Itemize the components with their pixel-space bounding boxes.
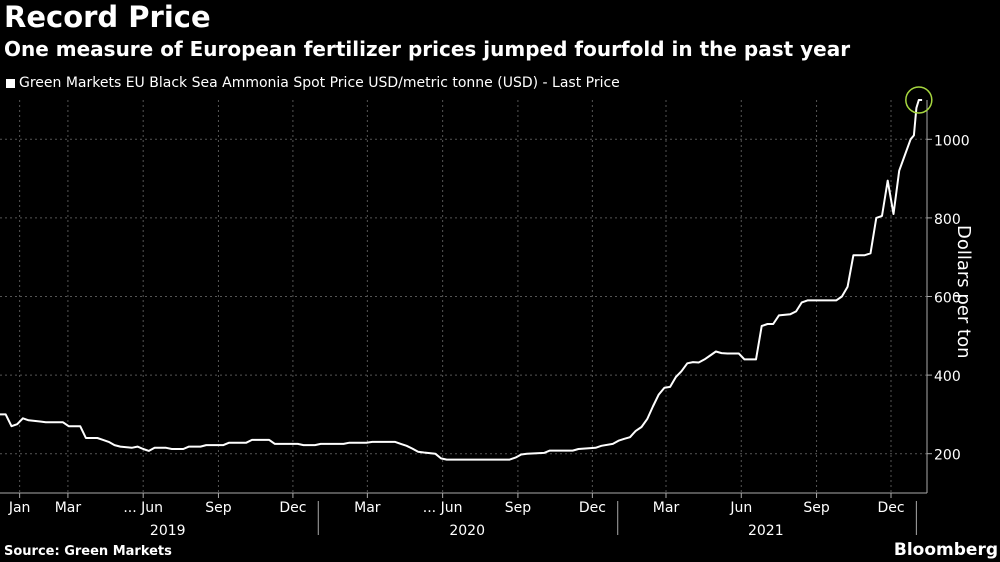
y-axis-label: Dollars per ton (953, 225, 974, 359)
x-tick-label: Sep (803, 500, 830, 516)
y-tick-label: 400 (934, 369, 961, 385)
x-tick-label: Jun (729, 500, 752, 516)
x-year-label: 2019 (150, 523, 186, 539)
x-tick-label: ... Jun (123, 500, 163, 516)
chart-legend: Green Markets EU Black Sea Ammonia Spot … (6, 75, 620, 91)
y-tick-label: 600 (934, 291, 961, 307)
x-tick-label: ... Jun (423, 500, 463, 516)
x-year-label: 2020 (449, 523, 485, 539)
x-tick-label: Jan (8, 500, 31, 516)
x-year-label: 2021 (748, 523, 784, 539)
legend-swatch (6, 78, 15, 88)
x-tick-label: Dec (279, 500, 306, 516)
x-tick-label: Sep (505, 500, 532, 516)
y-tick-label: 800 (934, 212, 961, 228)
chart-title: Record Price (4, 0, 211, 34)
x-tick-label: Mar (653, 500, 680, 516)
x-tick-label: Sep (205, 500, 232, 516)
y-tick-label: 200 (934, 448, 961, 464)
chart-subtitle: One measure of European fertilizer price… (4, 37, 851, 61)
x-tick-label: Mar (55, 500, 82, 516)
y-tick-label: 1000 (934, 133, 970, 149)
legend-label: Green Markets EU Black Sea Ammonia Spot … (19, 75, 620, 91)
bloomberg-logo: Bloomberg (893, 540, 998, 560)
source-note: Source: Green Markets (4, 544, 172, 559)
x-tick-label: Mar (354, 500, 381, 516)
series-line (0, 99, 923, 461)
highlight-circle (905, 86, 933, 114)
x-tick-label: Dec (579, 500, 606, 516)
x-tick-label: Dec (877, 500, 904, 516)
